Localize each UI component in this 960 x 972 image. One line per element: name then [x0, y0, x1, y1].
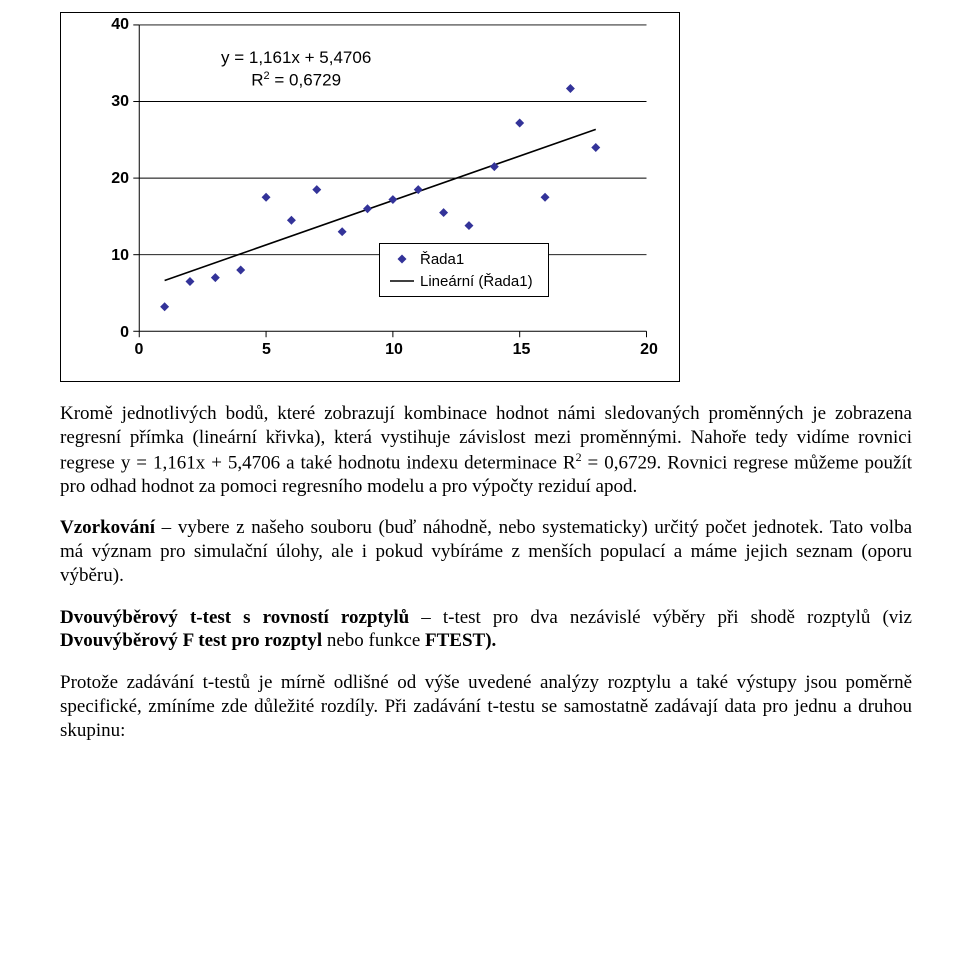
p3-b3: FTEST). [425, 630, 496, 651]
p3-b1: Dvouvýběrový t-test s rovností rozptylů [60, 607, 409, 628]
y-tick-label: 0 [99, 324, 129, 342]
eq-line1: y = 1,161x + 5,4706 [221, 48, 371, 67]
eq-line2-pre: R [251, 71, 263, 90]
y-tick-label: 30 [99, 93, 129, 111]
p3-t2: nebo funkce [322, 630, 425, 651]
legend-item-trend: Lineární (Řada1) [388, 270, 540, 292]
p3-t1: – t-test pro dva nezávislé výběry při sh… [409, 607, 912, 628]
paragraph-chart-explanation: Kromě jednotlivých bodů, které zobrazují… [60, 402, 912, 498]
legend-label-trend: Lineární (Řada1) [420, 273, 533, 290]
chart-container: y = 1,161x + 5,4706 R2 = 0,6729 Řada1 Li… [60, 12, 680, 382]
legend-label-series: Řada1 [420, 251, 464, 268]
paragraph-ttest: Dvouvýběrový t-test s rovností rozptylů … [60, 606, 912, 654]
legend-item-series: Řada1 [388, 248, 540, 270]
legend-marker-series [388, 252, 416, 266]
p2-bold: Vzorkování [60, 517, 155, 538]
legend-line-trend [388, 274, 416, 288]
x-tick-label: 0 [135, 341, 144, 359]
page: y = 1,161x + 5,4706 R2 = 0,6729 Řada1 Li… [0, 0, 960, 784]
x-tick-label: 15 [513, 341, 531, 359]
regression-equation-label: y = 1,161x + 5,4706 R2 = 0,6729 [221, 47, 371, 92]
legend: Řada1 Lineární (Řada1) [379, 243, 549, 297]
y-tick-label: 40 [99, 16, 129, 34]
x-tick-label: 10 [385, 341, 403, 359]
paragraph-vzorkovani: Vzorkování – vybere z našeho souboru (bu… [60, 516, 912, 587]
x-tick-label: 20 [640, 341, 658, 359]
eq-line2-post: = 0,6729 [270, 71, 341, 90]
y-tick-label: 20 [99, 170, 129, 188]
p3-b2: Dvouvýběrový F test pro rozptyl [60, 630, 322, 651]
paragraph-ttest-diff: Protože zadávání t-testů je mírně odlišn… [60, 671, 912, 742]
p2-t: – vybere z našeho souboru (buď náhodně, … [60, 517, 912, 586]
y-tick-label: 10 [99, 247, 129, 265]
p4-t: Protože zadávání t-testů je mírně odlišn… [60, 672, 912, 741]
x-tick-label: 5 [262, 341, 271, 359]
